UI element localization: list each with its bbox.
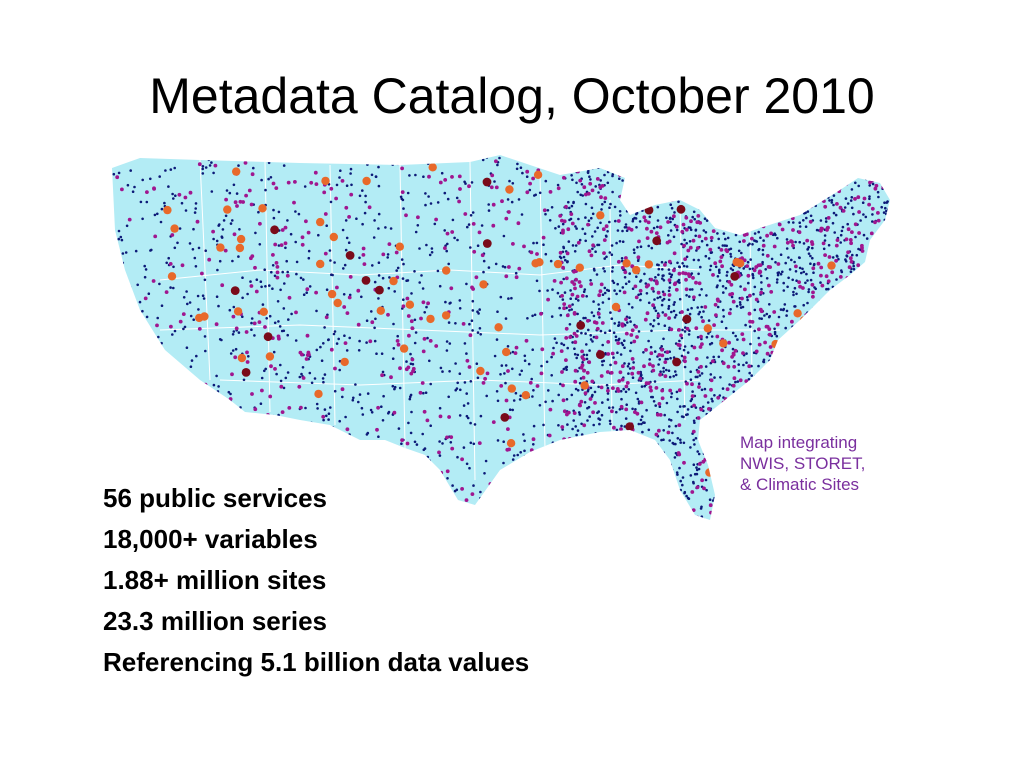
caption-line-3: & Climatic Sites [740,475,860,494]
caption-line-2: NWIS, STORET, [740,454,866,473]
stat-variables: 18,000+ variables [103,524,318,554]
stat-public-services: 56 public services [103,483,328,513]
caption-line-1: Map integrating [740,433,858,452]
stat-series: 23.3 million series [103,606,328,636]
catalog-stats: 56 public services 18,000+ variables 1.8… [103,478,529,683]
stat-sites: 1.88+ million sites [103,565,327,595]
stat-data-values: Referencing 5.1 billion data values [103,647,530,677]
map-caption: Map integrating NWIS, STORET, & Climatic… [740,432,865,495]
slide-title: Metadata Catalog, October 2010 [149,68,875,124]
